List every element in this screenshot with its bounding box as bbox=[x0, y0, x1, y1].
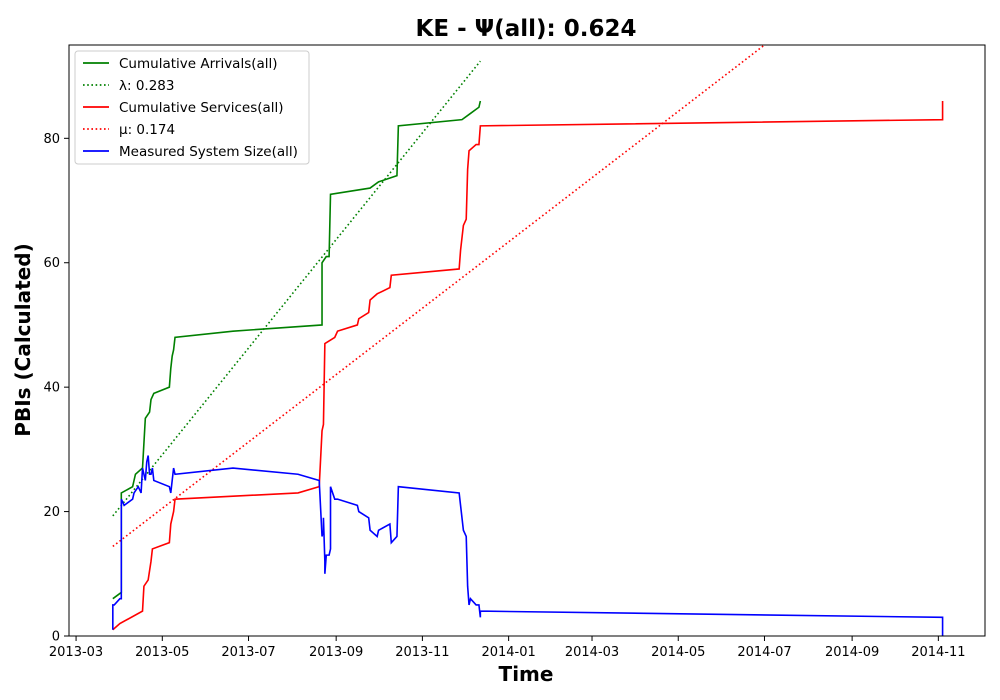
plot-area bbox=[112, 45, 944, 636]
legend-box bbox=[74, 50, 310, 165]
series-line-2 bbox=[112, 100, 944, 631]
chart-title: KE - Ψ(all): 0.624 bbox=[416, 16, 637, 42]
x-tick-label: 2014-09 bbox=[825, 645, 879, 660]
series-line-1 bbox=[112, 60, 481, 517]
x-tick-label: 2014-11 bbox=[911, 645, 965, 660]
y-axis: 0 20 40 60 80 bbox=[43, 132, 69, 645]
x-tick-label: 2013-09 bbox=[309, 645, 363, 660]
x-tick-label: 2013-05 bbox=[135, 645, 189, 660]
y-tick-label: 20 bbox=[43, 505, 60, 520]
x-tick-label: 2014-05 bbox=[651, 645, 705, 660]
series-line-3 bbox=[112, 45, 765, 548]
y-tick-label: 60 bbox=[43, 256, 60, 271]
y-tick-label: 80 bbox=[43, 132, 60, 147]
x-axis: 2013-03 2013-05 2013-07 2013-09 2013-11 2014-… bbox=[49, 636, 966, 660]
x-tick-label: 2014-01 bbox=[481, 645, 535, 660]
legend-label: Cumulative Services(all) bbox=[119, 100, 284, 116]
y-tick-label: 40 bbox=[43, 381, 60, 396]
legend-label: Cumulative Arrivals(all) bbox=[119, 56, 278, 72]
series-line-4 bbox=[112, 455, 944, 636]
plot-frame bbox=[68, 44, 986, 637]
x-tick-label: 2014-07 bbox=[737, 645, 791, 660]
x-tick-label: 2013-07 bbox=[221, 645, 275, 660]
x-tick-label: 2013-03 bbox=[49, 645, 103, 660]
legend-label: Measured System Size(all) bbox=[119, 144, 298, 160]
y-axis-title: PBIs (Calculated) bbox=[11, 243, 35, 436]
y-tick-label: 0 bbox=[52, 630, 60, 645]
x-tick-label: 2013-11 bbox=[395, 645, 449, 660]
legend: Cumulative Arrivals(all) λ: 0.283 Cumulati… bbox=[74, 50, 310, 165]
series-line-0 bbox=[112, 100, 482, 600]
legend-label: λ: 0.283 bbox=[119, 78, 174, 94]
legend-label: μ: 0.174 bbox=[119, 122, 175, 138]
x-axis-title: Time bbox=[499, 662, 554, 686]
x-tick-label: 2014-03 bbox=[565, 645, 619, 660]
